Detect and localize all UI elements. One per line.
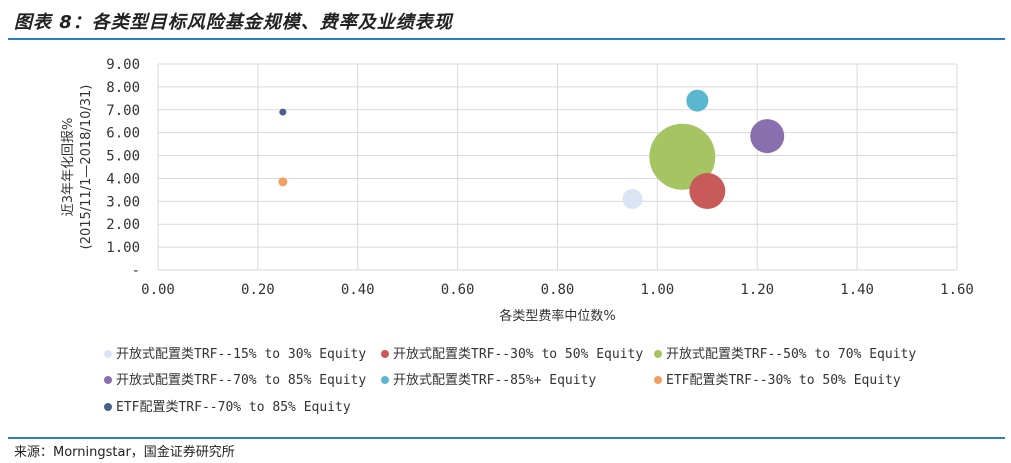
legend-label: 开放式配置类TRF--50% to 70% Equity <box>666 347 916 362</box>
x-tick-label: 1.00 <box>641 282 675 298</box>
y-tick-label: 9.00 <box>106 57 140 73</box>
legend-swatch <box>381 350 389 358</box>
y-tick-label: - <box>132 263 140 279</box>
chart-bubbles <box>278 89 785 210</box>
x-tick-label: 0.80 <box>541 282 575 298</box>
bubble-point <box>649 123 716 190</box>
bubble-point <box>622 189 643 210</box>
legend-swatch <box>104 403 112 411</box>
x-tick-label: 1.40 <box>840 282 874 298</box>
legend-label: 开放式配置类TRF--70% to 85% Equity <box>116 373 366 388</box>
legend-item: 开放式配置类TRF--30% to 50% Equity <box>381 347 643 362</box>
legend-item: 开放式配置类TRF--15% to 30% Equity <box>104 347 366 362</box>
x-tick-label: 0.00 <box>141 282 175 298</box>
y-tick-label: 3.00 <box>106 194 140 210</box>
y-tick-label: 7.00 <box>106 103 140 119</box>
legend-label: 开放式配置类TRF--30% to 50% Equity <box>393 347 643 362</box>
bubble-point <box>686 89 709 112</box>
y-tick-label: 1.00 <box>106 240 140 256</box>
bubble-point <box>689 173 726 210</box>
x-tick-label: 1.20 <box>740 282 774 298</box>
legend-swatch <box>381 376 389 384</box>
chart-legend: 开放式配置类TRF--15% to 30% Equity 开放式配置类TRF--3… <box>104 347 916 415</box>
legend-swatch <box>104 376 112 384</box>
x-tick-label: 1.60 <box>940 282 974 298</box>
legend-label: 开放式配置类TRF--15% to 30% Equity <box>116 347 366 362</box>
page-title: 图表 8：各类型目标风险基金规模、费率及业绩表现 <box>14 12 453 33</box>
y-axis-label-line: (2015/11/1—2018/10/31) <box>79 85 94 250</box>
title-bar: 图表 8：各类型目标风险基金规模、费率及业绩表现 <box>0 0 1011 40</box>
bubble-chart: 0.00 0.20 0.40 0.60 0.80 1.00 1.20 1.40 1.60 - 1.… <box>61 57 974 415</box>
legend-item: 开放式配置类TRF--85%+ Equity <box>381 373 596 388</box>
source-note: 来源：Morningstar，国金证券研究所 <box>14 445 235 460</box>
y-tick-label: 4.00 <box>106 171 140 187</box>
x-tick-label: 0.40 <box>341 282 375 298</box>
y-tick-label: 5.00 <box>106 149 140 165</box>
y-tick-label: 2.00 <box>106 217 140 233</box>
legend-item: 开放式配置类TRF--70% to 85% Equity <box>104 373 366 388</box>
y-tick-label: 8.00 <box>106 80 140 96</box>
legend-item: ETF配置类TRF--30% to 50% Equity <box>654 373 901 388</box>
footer-rule <box>8 437 1005 439</box>
title-rule <box>8 38 1005 40</box>
y-tick-label: 6.00 <box>106 126 140 142</box>
legend-label: ETF配置类TRF--70% to 85% Equity <box>116 400 351 415</box>
x-axis-label: 各类型费率中位数% <box>499 308 615 324</box>
y-axis-label: 近3年年化回报% (2015/11/1—2018/10/31) <box>61 85 94 250</box>
legend-swatch <box>654 376 662 384</box>
bubble-point <box>750 119 785 154</box>
x-tick-label: 0.60 <box>441 282 475 298</box>
legend-label: 开放式配置类TRF--85%+ Equity <box>393 373 596 388</box>
x-tick-label: 0.20 <box>241 282 275 298</box>
x-axis-ticks: 0.00 0.20 0.40 0.60 0.80 1.00 1.20 1.40 1.60 <box>141 282 974 298</box>
y-axis-label-line: 近3年年化回报% <box>61 118 76 217</box>
legend-swatch <box>654 350 662 358</box>
bubble-point <box>279 108 287 116</box>
legend-item: ETF配置类TRF--70% to 85% Equity <box>104 400 351 415</box>
bubble-point <box>278 177 288 187</box>
chart-grid <box>157 63 958 271</box>
y-axis-ticks: - 1.00 2.00 3.00 4.00 5.00 6.00 7.00 8.00 9.00 <box>106 57 140 279</box>
legend-item: 开放式配置类TRF--50% to 70% Equity <box>654 347 916 362</box>
legend-swatch <box>104 350 112 358</box>
legend-label: ETF配置类TRF--30% to 50% Equity <box>666 373 901 388</box>
